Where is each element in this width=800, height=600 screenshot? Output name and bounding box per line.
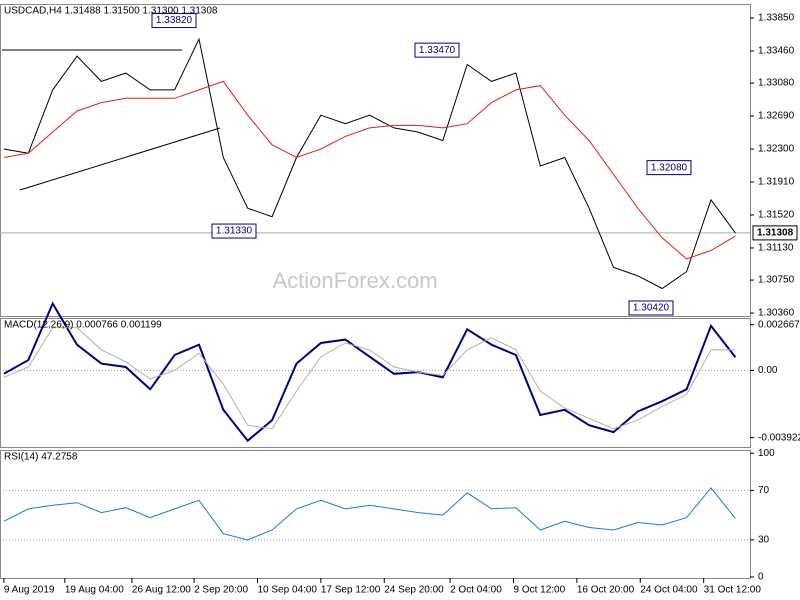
series-line <box>3 80 736 260</box>
y-tick-label: 100 <box>758 448 775 459</box>
x-tick-label: 2 Sep 20:00 <box>194 585 248 596</box>
y-tick-label: 30 <box>758 535 770 546</box>
x-tick-label: 17 Sep 12:00 <box>321 585 381 596</box>
y-tick-label: 0.00 <box>758 365 778 376</box>
y-tick-label: 1.32690 <box>758 111 795 122</box>
y-tick-label: 1.33080 <box>758 78 795 89</box>
x-tick-label: 31 Oct 12:00 <box>704 585 762 596</box>
rsi-panel <box>0 450 751 579</box>
x-tick-label: 16 Oct 20:00 <box>577 585 635 596</box>
y-tick-label: 1.31130 <box>758 243 794 254</box>
y-tick-label: 70 <box>758 485 770 496</box>
series-line <box>3 37 736 290</box>
annotation-label: 1.30420 <box>633 303 670 314</box>
x-tick-label: 2 Oct 04:00 <box>450 585 502 596</box>
annotation-label: 1.31330 <box>216 226 253 237</box>
y-tick-label: 0.002667 <box>758 319 800 330</box>
x-tick-label: 10 Sep 04:00 <box>257 585 317 596</box>
series-line <box>3 301 737 443</box>
x-tick-label: 9 Aug 2019 <box>4 585 55 596</box>
watermark: ActionForex.com <box>272 268 437 293</box>
y-tick-label: 1.30750 <box>758 275 795 286</box>
x-tick-label: 26 Aug 12:00 <box>132 585 191 596</box>
annotation-box <box>646 160 692 176</box>
panel-title: RSI(14) 47.2758 <box>4 452 78 463</box>
y-tick-label: 1.30360 <box>758 308 795 319</box>
series-line <box>3 327 736 430</box>
annotation-box <box>414 42 460 58</box>
y-tick-label: 1.32300 <box>758 144 795 155</box>
y-tick-label: 1.31520 <box>758 210 795 221</box>
panel-title: USDCAD,H4 1.31488 1.31500 1.31300 1.3130… <box>4 6 218 17</box>
trend-line <box>19 127 221 191</box>
annotation-box <box>628 300 674 316</box>
x-tick-label: 19 Aug 04:00 <box>65 585 124 596</box>
y-tick-label: 1.33460 <box>758 46 795 57</box>
annotation-label: 1.32080 <box>651 162 688 173</box>
last-price-box <box>752 225 798 241</box>
x-tick-label: 24 Oct 04:00 <box>640 585 698 596</box>
y-tick-label: 1.33850 <box>758 13 795 24</box>
annotation-label: 1.33470 <box>419 45 456 56</box>
x-tick-label: 9 Oct 12:00 <box>513 585 565 596</box>
annotation-box <box>211 223 257 239</box>
last-price-label: 1.31308 <box>757 228 794 239</box>
macd-panel <box>0 318 751 448</box>
annotation-box <box>151 13 197 29</box>
y-tick-label: 0 <box>758 572 764 583</box>
x-tick-label: 24 Sep 20:00 <box>384 585 444 596</box>
price-panel <box>0 4 751 317</box>
panel-title: MACD(12,26,9) 0.000766 0.001199 <box>4 320 162 331</box>
annotation-label: 1.33820 <box>156 15 193 26</box>
y-tick-label: -0.003922 <box>758 432 800 443</box>
y-tick-label: 1.31910 <box>758 177 795 188</box>
series-line <box>3 487 736 541</box>
